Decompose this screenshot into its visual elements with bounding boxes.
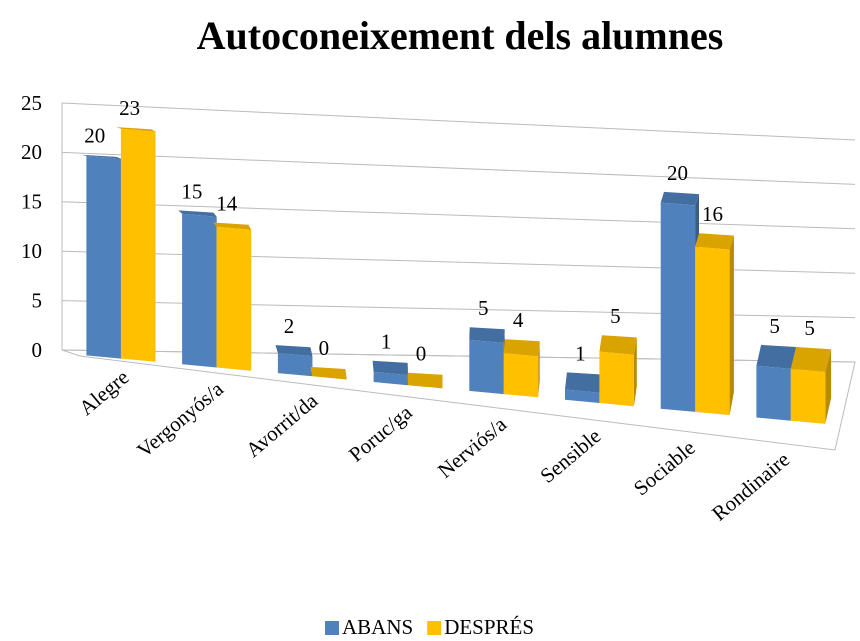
bar	[695, 246, 730, 416]
bar-top	[503, 339, 540, 357]
bar-side	[538, 341, 540, 398]
bar-top	[372, 360, 408, 376]
bar-top	[213, 222, 252, 230]
bar	[790, 368, 826, 424]
grid-line	[61, 300, 856, 319]
x-tick-label: Rondinaire	[707, 447, 794, 525]
bar-top	[275, 345, 313, 357]
value-label: 2	[284, 314, 295, 338]
bar-top	[469, 327, 505, 343]
bar	[599, 351, 634, 407]
grid-line	[61, 250, 856, 274]
y-tick-label: 10	[21, 239, 42, 263]
bar-top	[407, 372, 443, 389]
bar-side	[729, 235, 734, 416]
legend-swatch	[427, 621, 442, 635]
bar-top	[756, 344, 797, 369]
x-tick-label: Sensible	[535, 424, 605, 488]
x-tick-label: Alegre	[74, 365, 133, 420]
bar	[277, 353, 313, 377]
grid-line	[61, 201, 856, 230]
grid-line	[61, 151, 856, 185]
value-label: 5	[769, 314, 780, 338]
value-label: 16	[702, 202, 723, 226]
bar-top	[599, 335, 637, 355]
bar-top	[565, 372, 602, 393]
value-label: 0	[416, 342, 427, 366]
value-label: 1	[381, 330, 392, 354]
bar	[86, 155, 121, 359]
bar-top	[660, 191, 699, 206]
bar	[373, 371, 408, 386]
x-tick-label: Nerviós/a	[433, 412, 511, 483]
y-tick-label: 15	[21, 190, 42, 214]
legend-label: DESPRÉS	[444, 615, 534, 639]
chart-title: Autoconeixement dels alumnes	[197, 13, 724, 58]
value-label: 15	[181, 179, 202, 203]
legend-swatch	[325, 621, 339, 635]
bar-side	[825, 349, 832, 424]
x-tick-label: Sociable	[629, 436, 700, 501]
bar-top	[310, 366, 347, 380]
bar	[182, 213, 217, 368]
value-label: 5	[610, 304, 621, 328]
x-tick-label: Avorrit/da	[241, 388, 323, 462]
x-tick-label: Vergonyós/a	[132, 376, 228, 462]
value-label: 5	[804, 316, 815, 340]
bar-side	[633, 337, 637, 407]
y-tick-label: 25	[21, 91, 42, 115]
bar	[216, 226, 252, 371]
y-tick-label: 5	[32, 288, 43, 312]
y-tick-label: 20	[21, 140, 42, 164]
bar-top	[81, 154, 121, 159]
bar-top	[790, 347, 832, 372]
grid-line	[61, 102, 856, 141]
value-label: 14	[216, 191, 238, 215]
x-tick-label: Poruc/ga	[344, 400, 417, 467]
bar	[469, 339, 504, 395]
value-label: 4	[513, 308, 524, 332]
value-label: 20	[84, 124, 105, 148]
value-label: 5	[478, 296, 489, 320]
value-label: 23	[119, 96, 140, 120]
bar-top	[116, 127, 156, 132]
floor	[61, 349, 856, 451]
value-label: 1	[575, 341, 586, 365]
value-label: 20	[667, 161, 688, 185]
y-tick-label: 0	[32, 338, 43, 362]
bar	[660, 202, 696, 412]
legend-label: ABANS	[342, 615, 413, 639]
value-label: 0	[319, 336, 330, 360]
bar	[120, 128, 156, 362]
bar	[756, 365, 791, 421]
bar-top	[695, 233, 734, 250]
grid-line	[61, 349, 856, 363]
bar	[503, 353, 539, 398]
bar-top	[178, 210, 217, 217]
bar	[565, 389, 600, 403]
